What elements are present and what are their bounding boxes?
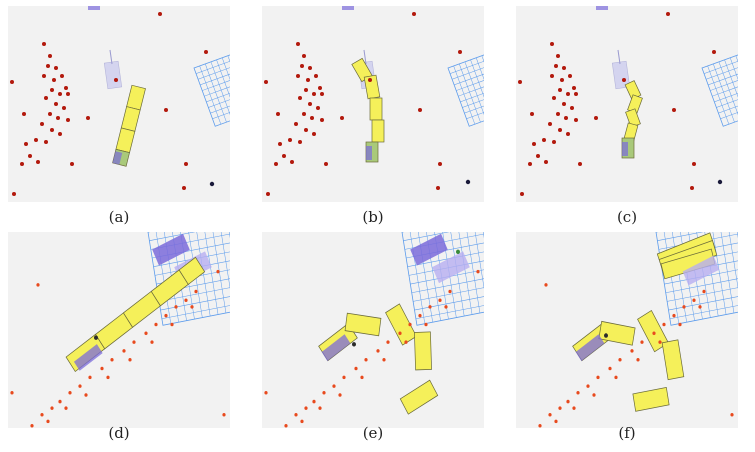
caption-c: (c) xyxy=(616,208,638,226)
panel-a-scene xyxy=(10,6,230,196)
panel-b xyxy=(262,6,484,202)
panel-e xyxy=(262,232,484,428)
arm-stack-end xyxy=(656,232,720,286)
arm-segments xyxy=(112,84,146,167)
panel-c xyxy=(516,6,738,202)
arm-segments xyxy=(65,256,206,373)
target-dot xyxy=(209,181,215,187)
caption-e: (e) xyxy=(362,424,384,442)
panel-c-scene xyxy=(518,6,738,196)
arm-segments xyxy=(621,80,643,159)
panel-d-scene xyxy=(10,232,230,428)
arm-segments xyxy=(572,309,685,412)
grid-region xyxy=(193,46,230,127)
caption-a: (a) xyxy=(108,208,130,226)
obstacle-dots xyxy=(10,269,226,428)
panel-f-scene xyxy=(538,232,738,428)
panel-f xyxy=(516,232,738,428)
caption-d: (d) xyxy=(108,424,130,442)
caption-f: (f) xyxy=(618,424,636,442)
panel-a xyxy=(8,6,230,202)
arm-segments xyxy=(351,57,385,163)
caption-b: (b) xyxy=(362,208,384,226)
panel-d xyxy=(8,232,230,428)
arm-segments xyxy=(318,303,439,415)
obstacle-dots xyxy=(10,12,208,196)
panel-e-scene xyxy=(264,232,484,428)
panel-b-scene xyxy=(264,6,484,196)
